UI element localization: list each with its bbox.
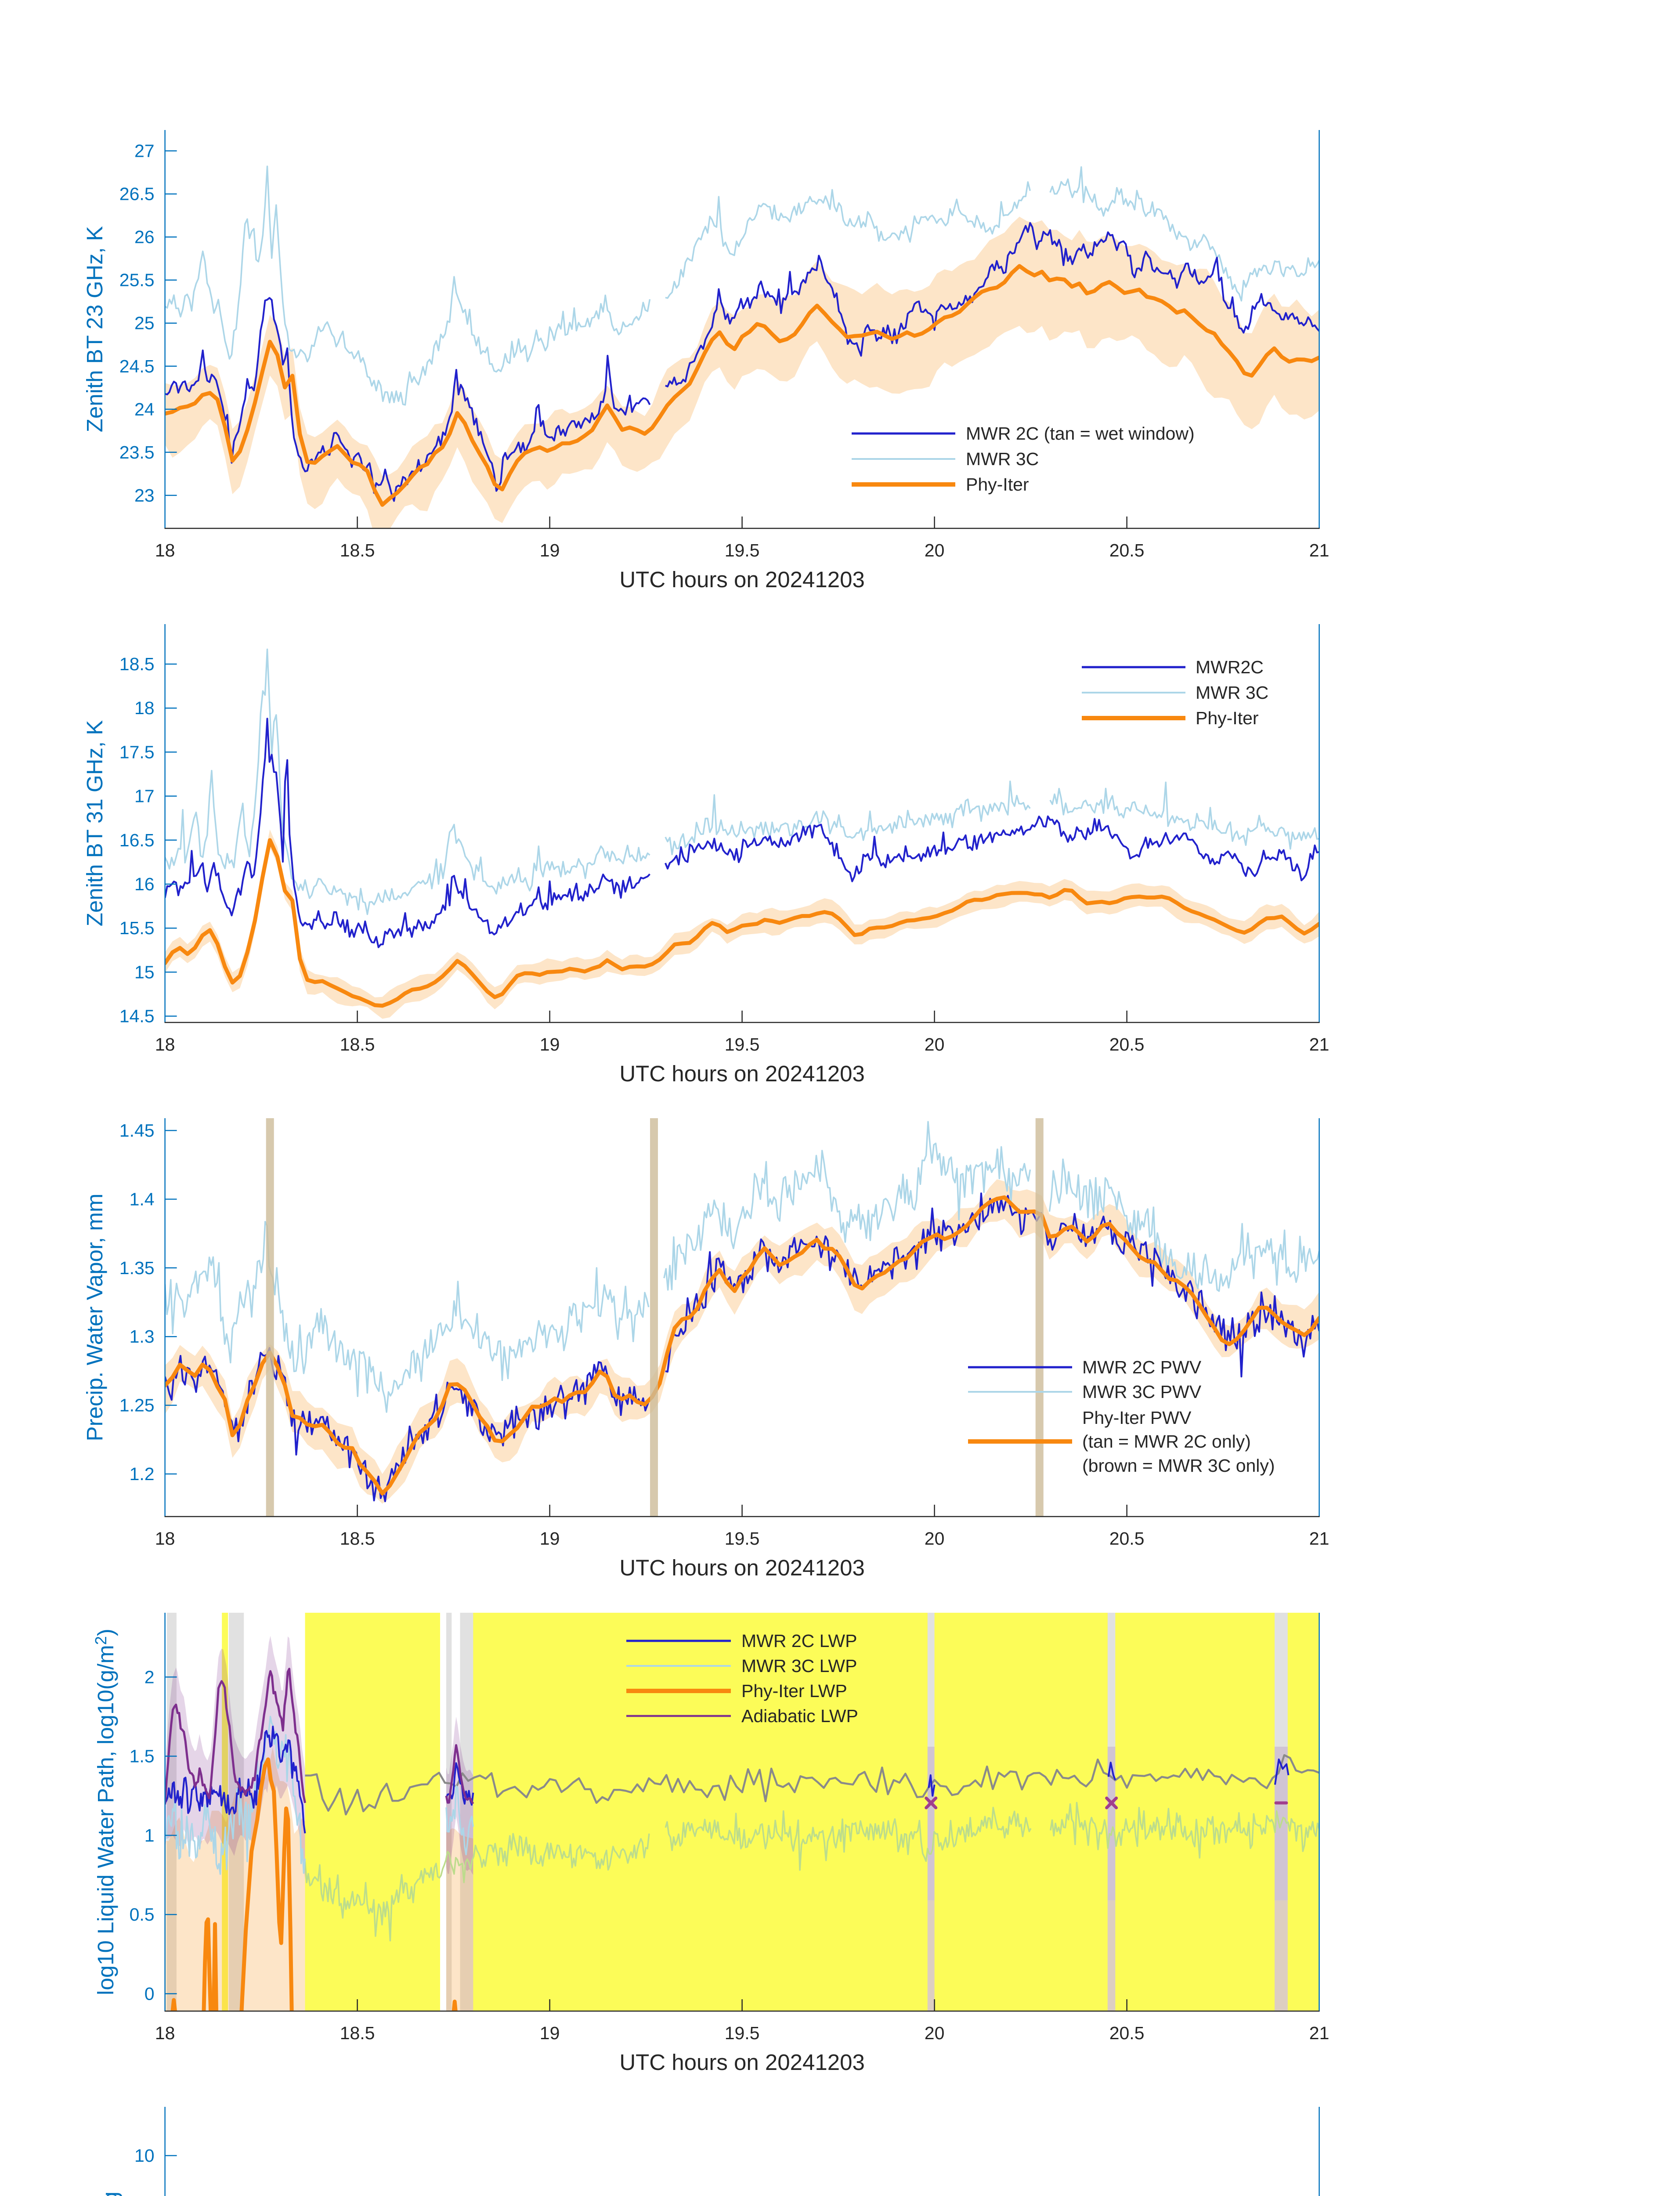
svg-text:0.5: 0.5	[130, 1904, 155, 1925]
svg-text:10: 10	[134, 2145, 155, 2166]
svg-text:Phy-Iter: Phy-Iter	[966, 474, 1029, 495]
svg-text:UTC hours on 20241203: UTC hours on 20241203	[619, 1061, 865, 1086]
svg-text:MWR 2C PWV: MWR 2C PWV	[1082, 1357, 1202, 1377]
svg-text:MWR 2C (tan = wet window): MWR 2C (tan = wet window)	[966, 423, 1195, 444]
svg-text:19.5: 19.5	[725, 1528, 760, 1549]
svg-text:19.5: 19.5	[725, 1034, 760, 1055]
svg-text:MWR Phy Iter DQ Flag: MWR Phy Iter DQ Flag	[98, 2192, 123, 2196]
svg-text:16.5: 16.5	[119, 830, 155, 850]
svg-text:21: 21	[1309, 2023, 1330, 2043]
svg-text:21: 21	[1309, 1528, 1330, 1549]
svg-text:18.5: 18.5	[340, 540, 375, 560]
svg-text:20: 20	[925, 1034, 945, 1055]
svg-text:1.35: 1.35	[119, 1258, 155, 1278]
svg-text:1.25: 1.25	[119, 1395, 155, 1416]
svg-text:17: 17	[134, 786, 155, 806]
svg-text:20: 20	[925, 2023, 945, 2043]
svg-text:MWR 3C: MWR 3C	[966, 449, 1039, 469]
svg-text:18.5: 18.5	[119, 654, 155, 674]
svg-text:21: 21	[1309, 1034, 1330, 1055]
svg-text:UTC hours on 20241203: UTC hours on 20241203	[619, 567, 865, 592]
svg-text:25: 25	[134, 313, 155, 333]
svg-text:Phy-Iter LWP: Phy-Iter LWP	[741, 1681, 847, 1701]
svg-text:log10 Liquid Water Path, log10: log10 Liquid Water Path, log10(g/m2)	[92, 1629, 118, 1995]
svg-text:1.45: 1.45	[119, 1120, 155, 1141]
svg-text:19: 19	[540, 1034, 560, 1055]
svg-text:MWR 3C: MWR 3C	[1196, 683, 1268, 703]
svg-text:26: 26	[134, 227, 155, 247]
svg-text:20.5: 20.5	[1109, 1528, 1145, 1549]
svg-text:20: 20	[925, 540, 945, 560]
svg-text:26.5: 26.5	[119, 184, 155, 204]
svg-text:14.5: 14.5	[119, 1006, 155, 1026]
svg-text:24.5: 24.5	[119, 356, 155, 376]
svg-text:2: 2	[145, 1667, 155, 1687]
svg-text:Phy-Iter: Phy-Iter	[1196, 708, 1259, 728]
svg-text:19.5: 19.5	[725, 2023, 760, 2043]
svg-text:MWR 3C PWV: MWR 3C PWV	[1082, 1382, 1202, 1402]
svg-text:MWR2C: MWR2C	[1196, 657, 1264, 677]
svg-text:(brown = MWR 3C only): (brown = MWR 3C only)	[1082, 1456, 1275, 1476]
svg-text:18: 18	[155, 540, 175, 560]
svg-text:18.5: 18.5	[340, 1034, 375, 1055]
svg-text:20.5: 20.5	[1109, 1034, 1145, 1055]
svg-text:15: 15	[134, 962, 155, 982]
svg-text:1.4: 1.4	[130, 1189, 155, 1209]
svg-text:(tan = MWR 2C only): (tan = MWR 2C only)	[1082, 1431, 1251, 1452]
svg-text:19: 19	[540, 1528, 560, 1549]
svg-text:19.5: 19.5	[725, 540, 760, 560]
svg-text:15.5: 15.5	[119, 918, 155, 938]
svg-text:Phy-Iter PWV: Phy-Iter PWV	[1082, 1408, 1192, 1428]
svg-text:Adiabatic LWP: Adiabatic LWP	[741, 1706, 858, 1726]
svg-text:MWR 3C LWP: MWR 3C LWP	[741, 1656, 857, 1676]
svg-text:UTC hours on 20241203: UTC hours on 20241203	[619, 2050, 865, 2075]
svg-text:21: 21	[1309, 540, 1330, 560]
svg-text:27: 27	[134, 141, 155, 161]
svg-text:Precip. Water Vapor, mm: Precip. Water Vapor, mm	[82, 1194, 107, 1441]
svg-text:16: 16	[134, 874, 155, 894]
svg-text:19: 19	[540, 2023, 560, 2043]
svg-text:20.5: 20.5	[1109, 540, 1145, 560]
svg-text:18: 18	[155, 1034, 175, 1055]
svg-text:0: 0	[145, 1983, 155, 2004]
svg-text:18: 18	[155, 2023, 175, 2043]
svg-text:18: 18	[134, 698, 155, 718]
svg-text:23: 23	[134, 485, 155, 506]
svg-text:MWR 2C LWP: MWR 2C LWP	[741, 1631, 857, 1651]
svg-text:1.5: 1.5	[130, 1746, 155, 1766]
svg-text:18.5: 18.5	[340, 1528, 375, 1549]
svg-text:19: 19	[540, 540, 560, 560]
svg-text:23.5: 23.5	[119, 442, 155, 462]
svg-text:20.5: 20.5	[1109, 2023, 1145, 2043]
svg-text:18.5: 18.5	[340, 2023, 375, 2043]
svg-text:UTC hours on 20241203: UTC hours on 20241203	[619, 1555, 865, 1580]
svg-text:1: 1	[145, 1825, 155, 1846]
svg-text:1.2: 1.2	[130, 1464, 155, 1484]
svg-text:18: 18	[155, 1528, 175, 1549]
svg-text:25.5: 25.5	[119, 270, 155, 290]
svg-text:1.3: 1.3	[130, 1326, 155, 1347]
svg-text:24: 24	[134, 399, 155, 419]
svg-text:17.5: 17.5	[119, 742, 155, 762]
svg-text:Zenith BT 23 GHz, K: Zenith BT 23 GHz, K	[82, 226, 107, 433]
svg-text:20: 20	[925, 1528, 945, 1549]
svg-text:Zenith BT 31 GHz, K: Zenith BT 31 GHz, K	[82, 720, 107, 927]
